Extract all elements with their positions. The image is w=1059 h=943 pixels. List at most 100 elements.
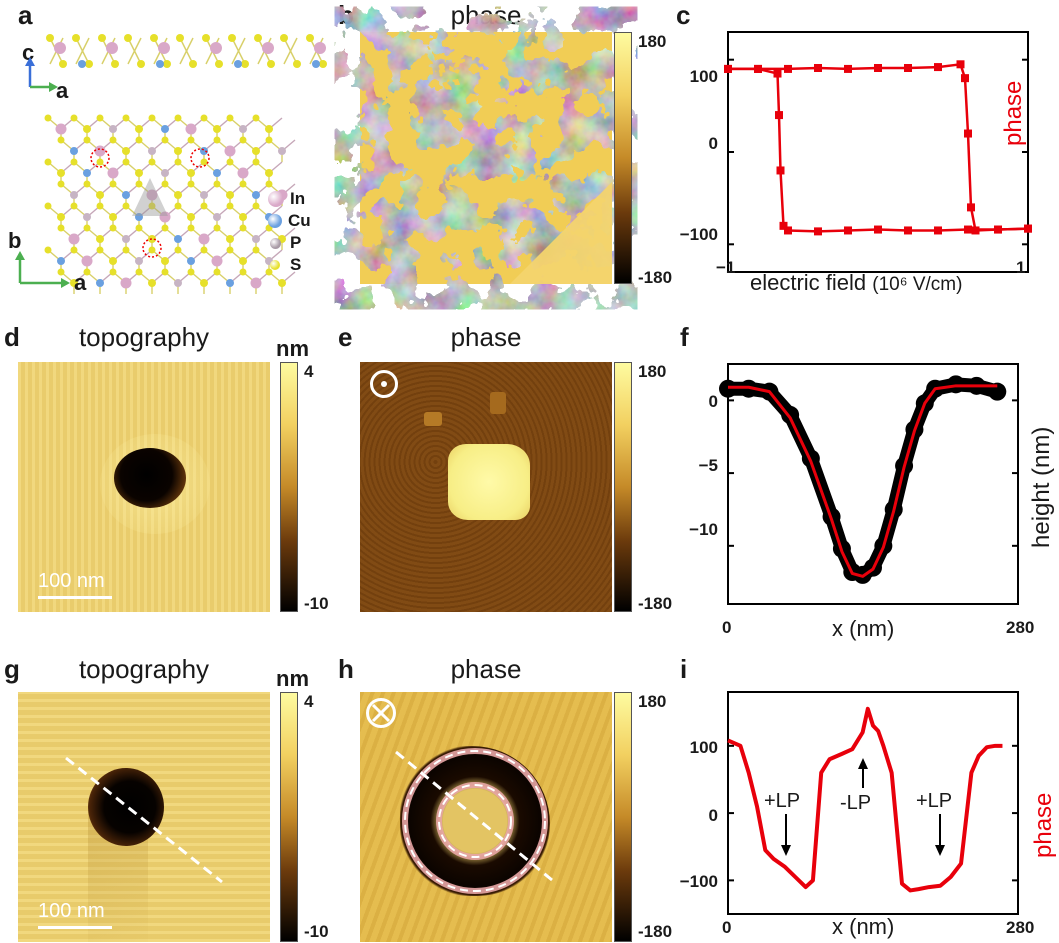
atom	[122, 191, 130, 199]
c-ytick-100: 100	[689, 67, 718, 86]
axis-a-label-bottom: a	[74, 270, 87, 295]
in-atom	[262, 42, 274, 54]
line-profile-g	[65, 756, 223, 884]
c-ytick-neg100: −100	[679, 225, 718, 244]
s-atom	[265, 268, 273, 276]
data-point	[844, 64, 852, 73]
topography-map-d: 100 nm	[18, 362, 270, 612]
plot-frame	[727, 691, 1019, 915]
atom	[70, 279, 78, 287]
panel-d-title: topography	[78, 322, 210, 352]
colorbar-h-min: -180	[638, 922, 673, 941]
data-point	[776, 166, 785, 175]
scalebar-g	[38, 926, 112, 929]
c-xlabel: electric field (10⁶ V/cm)	[750, 270, 963, 295]
panel-g-label: g	[4, 654, 20, 684]
axis-b-label: b	[8, 228, 22, 253]
s-atom	[252, 158, 260, 166]
atom	[57, 213, 65, 221]
data-point	[779, 221, 788, 230]
atom	[122, 235, 130, 243]
atom	[68, 233, 80, 245]
atom	[198, 233, 210, 245]
colorbar-b-max: 180	[638, 32, 667, 51]
atom	[224, 145, 236, 157]
s-atom	[122, 246, 130, 254]
panel-b-title: phase	[450, 0, 522, 30]
s-atom	[239, 224, 247, 232]
colorbar-b	[614, 32, 632, 284]
atom	[135, 257, 143, 265]
atom	[174, 279, 182, 287]
s-atom	[148, 114, 156, 122]
s-atom	[228, 34, 236, 42]
panel-d-label: d	[4, 322, 20, 352]
colorbar-h-max: 180	[638, 692, 667, 711]
s-atom	[46, 34, 54, 42]
s-atom	[124, 34, 132, 42]
s-atom	[241, 60, 249, 68]
s-atom	[44, 246, 52, 254]
s-atom	[137, 60, 145, 68]
axis-c-label: c	[22, 40, 35, 65]
s-atom	[70, 158, 78, 166]
s-atom	[252, 114, 260, 122]
cu-atom	[78, 60, 86, 68]
atom	[96, 235, 104, 243]
s-atom	[280, 34, 288, 42]
s-atom	[187, 268, 195, 276]
atom	[148, 147, 156, 155]
atom	[55, 123, 67, 135]
cu-atom	[156, 60, 164, 68]
topography-map-g: 100 nm	[18, 692, 270, 942]
atom	[161, 257, 169, 265]
atom	[213, 125, 221, 133]
atom	[239, 257, 247, 265]
i-ylabel: phase	[1030, 792, 1057, 858]
s-atom	[148, 158, 156, 166]
tetrahedron-highlight	[132, 178, 168, 216]
f-ytick-neg10: −10	[689, 520, 718, 539]
s-atom	[252, 246, 260, 254]
height-profile-plot	[719, 363, 1019, 605]
s-atom	[122, 202, 130, 210]
atom	[278, 279, 286, 287]
panel-h-title: phase	[450, 654, 522, 684]
atom	[148, 235, 156, 243]
f-ytick-neg5: −5	[698, 456, 718, 475]
s-atom	[122, 158, 130, 166]
i-ytick-0: 0	[708, 806, 718, 825]
data-point	[994, 225, 1002, 234]
s-atom	[109, 224, 117, 232]
data-point	[956, 60, 965, 69]
atom	[96, 279, 104, 287]
data-point	[754, 64, 762, 73]
atom	[83, 169, 91, 177]
cu-atom-icon	[268, 214, 282, 228]
s-atom	[57, 136, 65, 144]
s-atom	[96, 246, 104, 254]
panel-a-label: a	[18, 0, 33, 30]
in-atom	[158, 42, 170, 54]
c-ylabel: phase	[1000, 80, 1027, 146]
s-atom	[135, 180, 143, 188]
atom	[226, 191, 234, 199]
atom	[174, 191, 182, 199]
atom	[109, 257, 117, 265]
s-atom	[306, 34, 314, 42]
i-ytick-neg100: −100	[679, 872, 718, 891]
atom	[135, 169, 143, 177]
s-atom	[72, 34, 80, 42]
atom	[83, 125, 91, 133]
s-atom	[70, 202, 78, 210]
atom	[159, 211, 171, 223]
s-atom	[187, 224, 195, 232]
annotation-plus-lp-2: +LP	[916, 790, 953, 812]
f-ytick-0: 0	[708, 392, 718, 411]
atom	[239, 125, 247, 133]
atom	[265, 125, 273, 133]
s-atom	[83, 180, 91, 188]
data-point	[775, 111, 783, 120]
annotation-arrows	[781, 758, 945, 856]
data-point	[844, 226, 852, 235]
